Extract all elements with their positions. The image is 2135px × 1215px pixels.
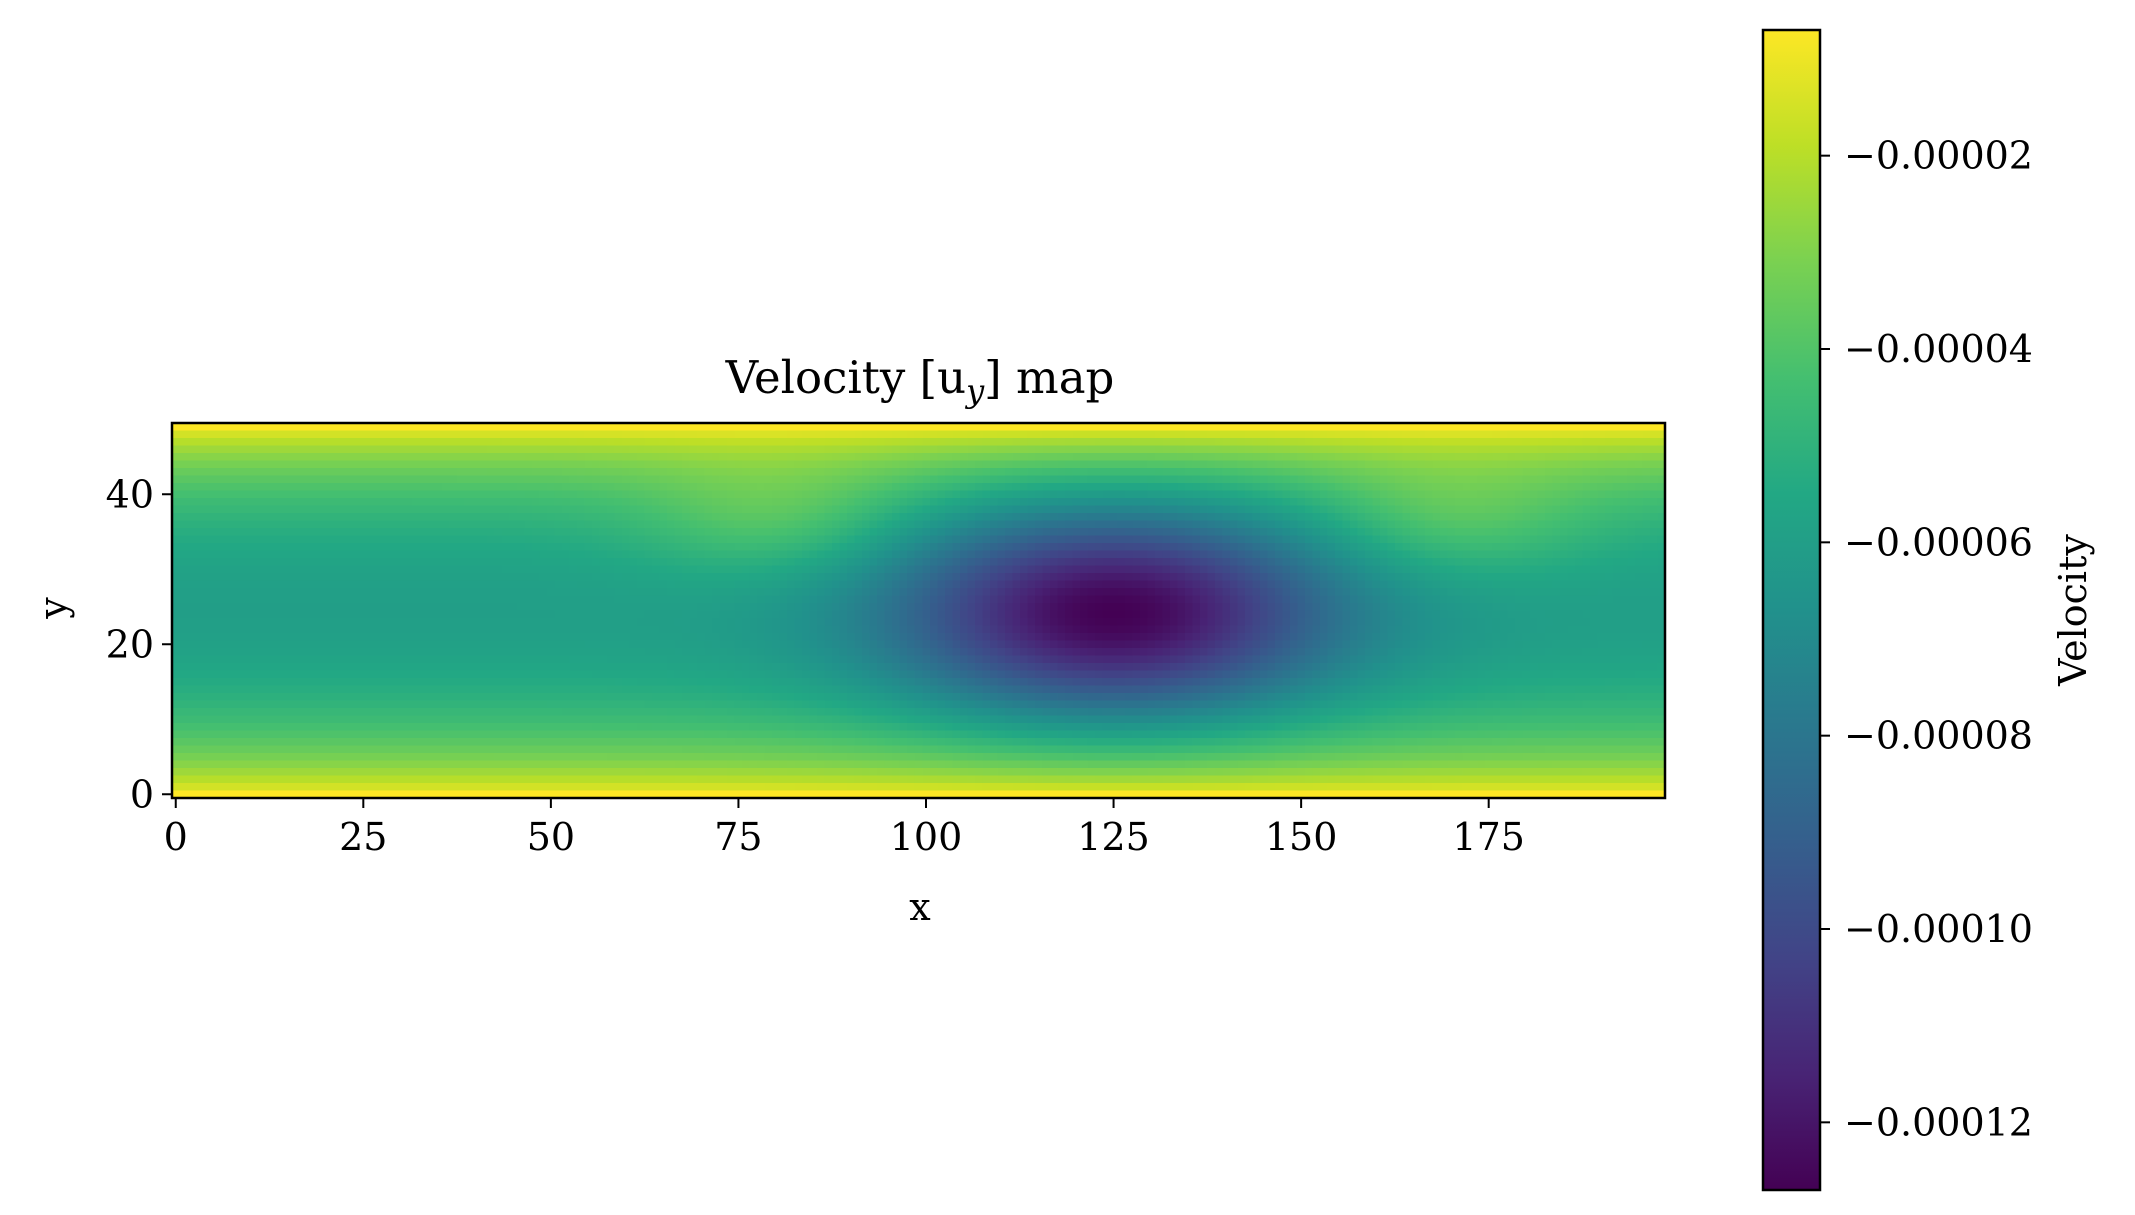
plot-border — [170, 421, 1667, 800]
x-tick-label: 175 — [1452, 815, 1525, 859]
y-axis: 0 20 40 — [106, 472, 172, 816]
x-tick-label: 150 — [1265, 815, 1338, 859]
colorbar-tick-label: −0.00008 — [1844, 714, 2033, 758]
colorbar-tick-label: −0.00004 — [1844, 327, 2033, 371]
heatmap-frame — [172, 423, 1665, 798]
colorbar-label: Velocity — [2051, 534, 2095, 687]
x-tick-label: 75 — [714, 815, 762, 859]
x-tick-label: 50 — [527, 815, 575, 859]
colorbar-tick-label: −0.00012 — [1844, 1100, 2033, 1144]
colorbar-tick-label: −0.00002 — [1844, 134, 2033, 178]
y-tick-label: 20 — [106, 622, 154, 666]
x-tick-label: 0 — [164, 815, 188, 859]
x-tick-label: 125 — [1077, 815, 1150, 859]
chart-title: Velocity [uy] map — [725, 351, 1115, 410]
y-tick-label: 40 — [106, 472, 154, 516]
x-axis: 0 25 50 75 100 125 150 175 — [164, 798, 1525, 859]
x-tick-label: 100 — [890, 815, 963, 859]
heatmap-image — [172, 423, 1665, 798]
y-axis-label: y — [31, 597, 75, 620]
chart-title-suffix: ] map — [984, 351, 1114, 404]
colorbar-tick-label: −0.00010 — [1844, 907, 2033, 951]
colorbar-border — [1761, 28, 1822, 1192]
chart-title-subscript: y — [964, 372, 985, 410]
x-axis-label: x — [909, 885, 930, 929]
colorbar-axis: −0.00002 −0.00004 −0.00006 −0.00008 −0.00010… — [1820, 134, 2033, 1144]
colorbar-tick-label: −0.00006 — [1844, 520, 2033, 564]
colorbar-gradient — [1763, 30, 1820, 1190]
y-tick-label: 0 — [130, 772, 154, 816]
x-tick-label: 25 — [339, 815, 387, 859]
